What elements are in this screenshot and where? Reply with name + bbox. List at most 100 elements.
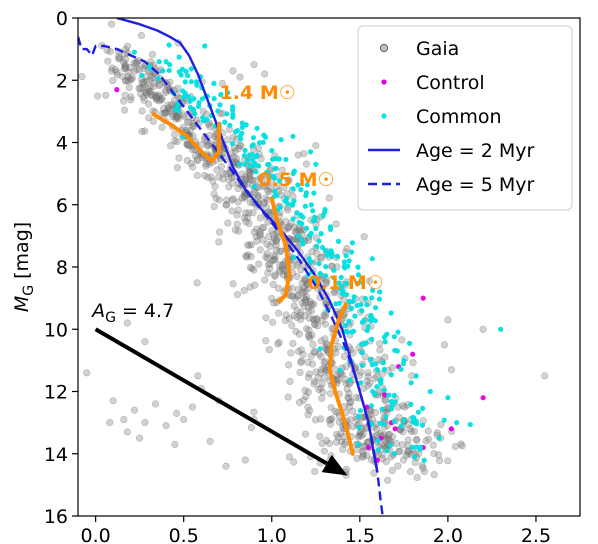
point-gaia xyxy=(139,93,147,101)
point-gaia xyxy=(134,59,142,67)
point-gaia xyxy=(121,62,129,70)
point-gaia xyxy=(309,341,317,349)
point-gaia xyxy=(269,238,277,246)
point-gaia xyxy=(320,447,328,455)
point-gaia xyxy=(143,90,151,98)
point-gaia xyxy=(133,65,141,73)
point-gaia xyxy=(294,151,302,159)
annotations: 1.4 M☉ 0.5 M☉ 0.1 M☉ AG = 4.7 xyxy=(90,82,384,326)
point-common xyxy=(253,169,259,175)
point-gaia xyxy=(312,314,321,323)
point-gaia xyxy=(244,241,252,249)
point-gaia xyxy=(384,476,392,484)
point-gaia xyxy=(356,429,365,437)
point-common xyxy=(331,267,337,273)
point-gaia xyxy=(345,389,353,398)
point-gaia xyxy=(364,382,372,390)
mass-track-0 xyxy=(151,112,221,164)
point-gaia xyxy=(404,436,412,444)
point-common xyxy=(187,98,193,104)
point-common xyxy=(204,117,210,123)
point-gaia xyxy=(457,440,465,448)
point-gaia xyxy=(127,76,135,84)
point-gaia xyxy=(263,240,271,248)
point-gaia xyxy=(259,200,267,208)
point-gaia xyxy=(128,74,136,82)
point-common xyxy=(147,66,153,72)
point-gaia xyxy=(306,297,314,306)
point-common xyxy=(436,435,442,441)
point-common xyxy=(335,238,342,244)
point-common xyxy=(320,213,326,219)
point-gaia xyxy=(139,83,147,91)
point-gaia xyxy=(302,296,310,304)
x-tick-label: 0.0 xyxy=(81,525,111,544)
point-gaia xyxy=(148,73,157,82)
point-common xyxy=(239,120,245,126)
point-gaia xyxy=(193,155,201,164)
point-gaia xyxy=(250,189,259,197)
legend-label: Control xyxy=(416,72,485,94)
point-gaia xyxy=(266,260,274,268)
point-common xyxy=(388,372,394,378)
point-common xyxy=(290,216,296,222)
point-gaia xyxy=(300,283,308,292)
point-gaia xyxy=(246,283,254,291)
point-gaia xyxy=(123,319,131,327)
point-common xyxy=(380,360,386,366)
x-tick-label: 0.5 xyxy=(169,525,199,544)
legend: Gaia Control Common Age = 2 Myr Age = 5 Myr xyxy=(357,25,573,211)
point-gaia xyxy=(289,339,297,348)
extinction-label: AG = 4.7 xyxy=(90,300,174,326)
point-common xyxy=(381,366,387,373)
point-gaia xyxy=(235,227,243,235)
point-gaia xyxy=(284,393,292,401)
point-gaia xyxy=(280,183,288,191)
point-gaia xyxy=(334,343,342,351)
point-common xyxy=(382,339,388,345)
point-gaia xyxy=(360,233,368,241)
point-gaia xyxy=(264,254,272,262)
point-common xyxy=(362,340,368,346)
point-gaia xyxy=(113,71,121,79)
point-common xyxy=(185,73,191,79)
point-gaia xyxy=(332,220,340,228)
point-gaia xyxy=(399,402,407,410)
point-gaia xyxy=(413,436,421,444)
point-common xyxy=(368,356,374,363)
point-gaia xyxy=(398,441,407,449)
point-common xyxy=(192,111,198,117)
point-gaia xyxy=(236,142,244,150)
point-gaia xyxy=(313,250,321,258)
mass-label-1: 0.5 M☉ xyxy=(258,169,334,191)
point-gaia xyxy=(104,57,112,65)
point-gaia xyxy=(294,285,303,294)
point-gaia xyxy=(184,141,192,149)
point-gaia xyxy=(121,91,129,99)
point-gaia xyxy=(261,70,269,78)
point-common xyxy=(445,395,451,401)
point-common xyxy=(377,289,383,295)
point-gaia xyxy=(296,311,304,320)
point-gaia xyxy=(270,234,279,242)
point-common xyxy=(264,169,270,175)
point-gaia xyxy=(240,214,248,222)
point-gaia xyxy=(278,166,286,174)
point-gaia xyxy=(384,431,393,439)
point-common xyxy=(251,183,257,190)
point-common xyxy=(413,373,419,379)
point-gaia xyxy=(171,130,179,138)
point-gaia xyxy=(193,157,202,165)
point-gaia xyxy=(215,196,223,204)
point-gaia xyxy=(343,385,351,393)
y-tick-label: 12 xyxy=(44,382,68,404)
point-common xyxy=(372,391,378,397)
point-common xyxy=(408,380,414,386)
point-gaia xyxy=(224,219,232,227)
point-gaia xyxy=(399,428,407,436)
point-gaia xyxy=(447,366,456,374)
point-common xyxy=(365,324,371,330)
point-gaia xyxy=(225,176,233,184)
point-gaia xyxy=(346,416,354,424)
point-gaia xyxy=(162,422,170,430)
